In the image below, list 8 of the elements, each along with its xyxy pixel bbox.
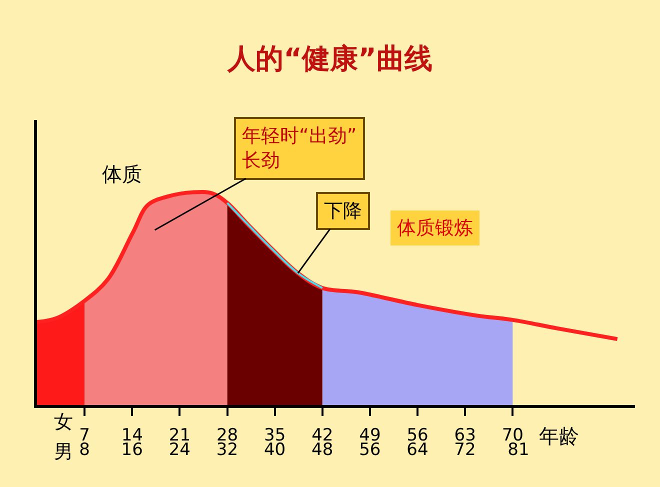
x-axis-title: 年龄 <box>539 424 579 448</box>
text: 年轻时“出劲” 长劲 <box>242 125 357 172</box>
text: 女 <box>54 411 73 433</box>
chart-title: 人的“健康”曲线 <box>226 42 432 76</box>
text: 男 <box>54 441 73 463</box>
annotation: 下降 <box>324 200 362 222</box>
y-axis-title: 体质 <box>102 162 142 186</box>
annotation: 体质锻炼 <box>397 217 473 239</box>
